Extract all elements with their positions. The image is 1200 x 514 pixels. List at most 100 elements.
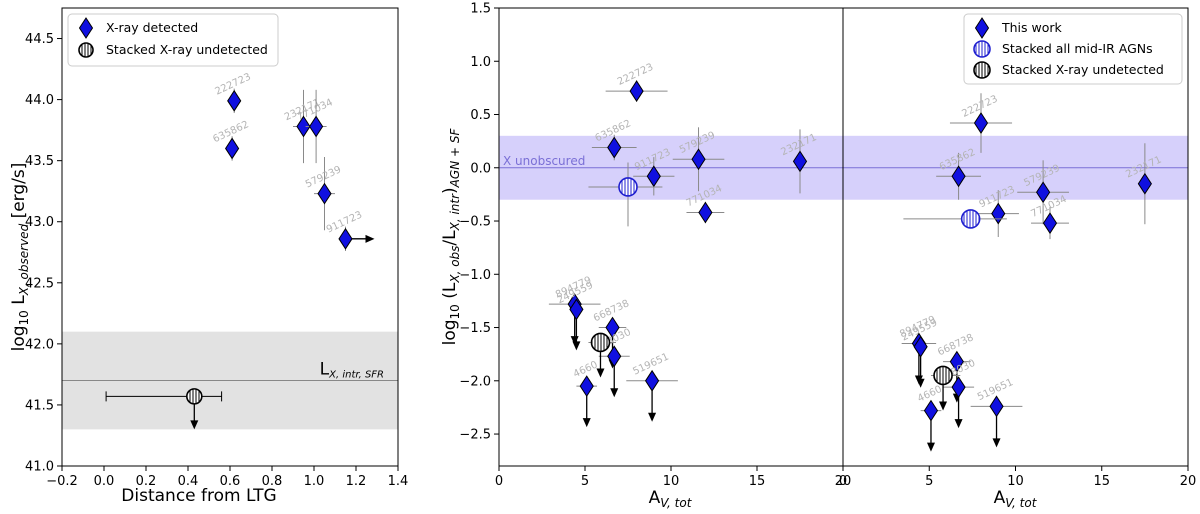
mid-xtick-label: 20 bbox=[835, 474, 852, 489]
mid-ylabel: log10 (LX, obs/LX, intr)AGN + SF bbox=[440, 128, 462, 346]
mid-point-578030-arrow-head bbox=[610, 388, 619, 398]
left-ytick-label: 42.0 bbox=[25, 337, 54, 352]
left-legend-diamond bbox=[78, 17, 94, 39]
mid-ytick-label: 0.0 bbox=[470, 161, 491, 176]
left-xtick-label: 1.0 bbox=[304, 474, 325, 489]
left-xtick-label: 0.0 bbox=[94, 474, 115, 489]
right-xlabel: AV, tot bbox=[994, 488, 1038, 510]
mid-point-4660 bbox=[579, 375, 594, 398]
right-legend-diamond bbox=[974, 17, 990, 39]
mid-unobscured-label: X unobscured bbox=[503, 154, 585, 168]
left-panel: LX, intr, SFR−0.2 0.0 0.2 0.4 0.6 0.8 1.0 1.2 1.… bbox=[25, 7, 409, 489]
left-ytick-label: 43.5 bbox=[25, 154, 54, 169]
right-legend-box bbox=[963, 13, 1183, 85]
left-ytick-label: 41.0 bbox=[25, 460, 54, 475]
left-ytick-label: 44.0 bbox=[25, 93, 54, 108]
right-xtick-label: 5 bbox=[925, 474, 933, 489]
mid-point-668738 bbox=[605, 316, 620, 339]
mid-xtick-label: 0 bbox=[495, 474, 503, 489]
mid-point-4660-arrow-head bbox=[582, 418, 591, 428]
left-xtick-label: 0.4 bbox=[178, 474, 199, 489]
left-point-911723-arrow-head bbox=[365, 234, 375, 243]
right-xtick-label: 10 bbox=[1007, 474, 1024, 489]
mid-point-771034 bbox=[698, 201, 713, 224]
mid-frame bbox=[498, 7, 844, 467]
mid-point-249559-arrow-head bbox=[572, 341, 581, 351]
left-stack-arrow-head bbox=[190, 420, 199, 430]
right-panel: 0 5 10 15 2022272363586291172357923977103423… bbox=[839, 7, 1197, 489]
right-point-232171 bbox=[1137, 172, 1152, 195]
left-xtick-label: 0.2 bbox=[136, 474, 157, 489]
right-point-249559 bbox=[913, 335, 928, 358]
right-xtick-label: 0 bbox=[839, 474, 847, 489]
mid-xtick-label: 5 bbox=[581, 474, 589, 489]
right-point-578030-arrow-head bbox=[954, 419, 963, 429]
mid-ytick-label: 0.5 bbox=[470, 108, 491, 123]
left-ylabel: log10 LX, observed [erg/s] bbox=[9, 163, 31, 352]
left-legend-box bbox=[67, 13, 279, 67]
right-point-578030 bbox=[951, 376, 966, 399]
right-undet-arrow-head bbox=[939, 401, 948, 411]
right-legend-label-allagn: Stacked all mid-IR AGNs bbox=[1002, 41, 1153, 56]
mid-point-232171 bbox=[792, 150, 808, 173]
mid-point-911723 bbox=[646, 165, 661, 188]
left-xtick-label: 1.4 bbox=[388, 474, 409, 489]
left-ytick-label: 42.5 bbox=[25, 276, 54, 291]
left-point-911723 bbox=[338, 227, 353, 250]
right-legend-allagn bbox=[973, 40, 991, 58]
mid-ytick-label: −1.0 bbox=[459, 268, 491, 283]
mid-point-578030 bbox=[607, 345, 622, 368]
right-point-222723 bbox=[973, 112, 989, 134]
mid-ytick-label: −2.5 bbox=[459, 428, 491, 443]
right-point-519651-arrow-head bbox=[992, 438, 1001, 448]
mid-xlabel: AV, tot bbox=[649, 488, 693, 510]
middle-panel: X unobscured 0 5 10 15 20 −2.5 −2.0 −1.5 −1.0 −0.5… bbox=[459, 2, 851, 490]
left-point-222723 bbox=[227, 89, 242, 112]
left-xtick-label: −0.2 bbox=[46, 474, 78, 489]
left-xlabel: Distance from LTG bbox=[121, 486, 276, 506]
left-xtick-label: 0.8 bbox=[262, 474, 283, 489]
left-ytick-label: 41.5 bbox=[25, 398, 54, 413]
right-point-579239 bbox=[1036, 181, 1051, 204]
mid-point-519651-arrow-head bbox=[648, 412, 657, 422]
mid-xtick-label: 10 bbox=[663, 474, 680, 489]
mid-allagn-marker bbox=[618, 177, 638, 197]
right-point-668738 bbox=[949, 350, 964, 373]
left-point-771034 bbox=[309, 115, 324, 138]
right-point-635862 bbox=[951, 165, 966, 188]
mid-point-519651 bbox=[644, 369, 660, 392]
left-legend-stack bbox=[78, 42, 94, 58]
right-xtick-label: 15 bbox=[1093, 474, 1110, 489]
right-allagn-marker bbox=[960, 209, 981, 229]
right-xtick-label: 20 bbox=[1180, 474, 1197, 489]
mid-xtick-label: 15 bbox=[749, 474, 766, 489]
right-legend-label-undet: Stacked X-ray undetected bbox=[1002, 62, 1164, 77]
right-point-4660 bbox=[923, 399, 939, 422]
right-point-771034 bbox=[1042, 212, 1058, 235]
left-xtick-label: 0.6 bbox=[220, 474, 241, 489]
left-legend-label-detected: X-ray detected bbox=[106, 20, 198, 35]
left-legend: X-ray detected Stacked X-ray undetected bbox=[67, 13, 279, 67]
mid-point-249559 bbox=[569, 298, 584, 321]
mid-ytick-label: −0.5 bbox=[459, 215, 491, 230]
mid-ytick-label: −1.5 bbox=[459, 321, 491, 336]
right-point-519651 bbox=[989, 395, 1004, 418]
right-legend-label-thiswork: This work bbox=[1001, 20, 1063, 35]
right-point-4660-arrow-head bbox=[926, 442, 935, 452]
left-ytick-label: 44.5 bbox=[25, 32, 54, 47]
mid-point-579239 bbox=[691, 148, 706, 171]
left-stack-marker bbox=[186, 388, 203, 405]
right-undet-marker bbox=[933, 365, 953, 386]
right-legend-undet bbox=[973, 61, 991, 79]
right-point-249559-arrow-head bbox=[916, 378, 925, 388]
mid-point-222723 bbox=[629, 80, 644, 102]
left-point-635862 bbox=[225, 137, 240, 160]
mid-point-635862 bbox=[607, 136, 622, 159]
left-legend-label-stacked: Stacked X-ray undetected bbox=[106, 42, 268, 57]
left-point-232171 bbox=[296, 115, 311, 138]
right-point-911723 bbox=[991, 202, 1006, 225]
mid-undet-marker bbox=[590, 332, 611, 353]
right-legend: This work Stacked all mid-IR AGNs Stacked … bbox=[963, 13, 1183, 85]
left-xtick-label: 1.2 bbox=[346, 474, 367, 489]
